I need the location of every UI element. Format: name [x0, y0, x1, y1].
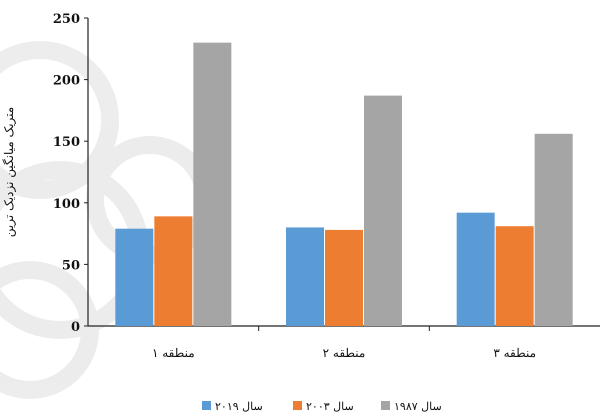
- y-tick-label: 250: [53, 12, 80, 27]
- category-label: منطقه ۲: [323, 346, 366, 360]
- category-label: منطقه ۱: [152, 346, 195, 360]
- watermark-ring: [0, 41, 119, 199]
- bar: [495, 226, 534, 326]
- y-tick-label: 50: [62, 258, 80, 273]
- y-tick-label: 0: [71, 320, 80, 335]
- y-tick-label: 200: [53, 74, 80, 89]
- y-tick-label: 100: [53, 197, 80, 212]
- category-label: منطقه ۳: [493, 346, 536, 360]
- legend-label: سال ۱۹۸۷: [394, 400, 442, 413]
- bar: [456, 212, 495, 326]
- bar: [193, 42, 232, 326]
- bar: [364, 95, 402, 326]
- bar: [115, 228, 154, 326]
- y-axis-title: متریک میانگین نزدیک ترین: [2, 107, 16, 237]
- y-tick-label: 150: [53, 135, 80, 150]
- bar: [154, 216, 193, 326]
- legend-swatch: [202, 401, 211, 410]
- watermark-ring: [0, 261, 99, 399]
- bar: [534, 133, 573, 326]
- legend-label: سال ۲۰۱۹: [215, 400, 263, 413]
- legend-swatch: [293, 401, 302, 410]
- bar: [325, 229, 363, 326]
- legend-swatch: [381, 401, 390, 410]
- bar: [286, 227, 324, 326]
- legend-label: سال ۲۰۰۳: [306, 400, 354, 413]
